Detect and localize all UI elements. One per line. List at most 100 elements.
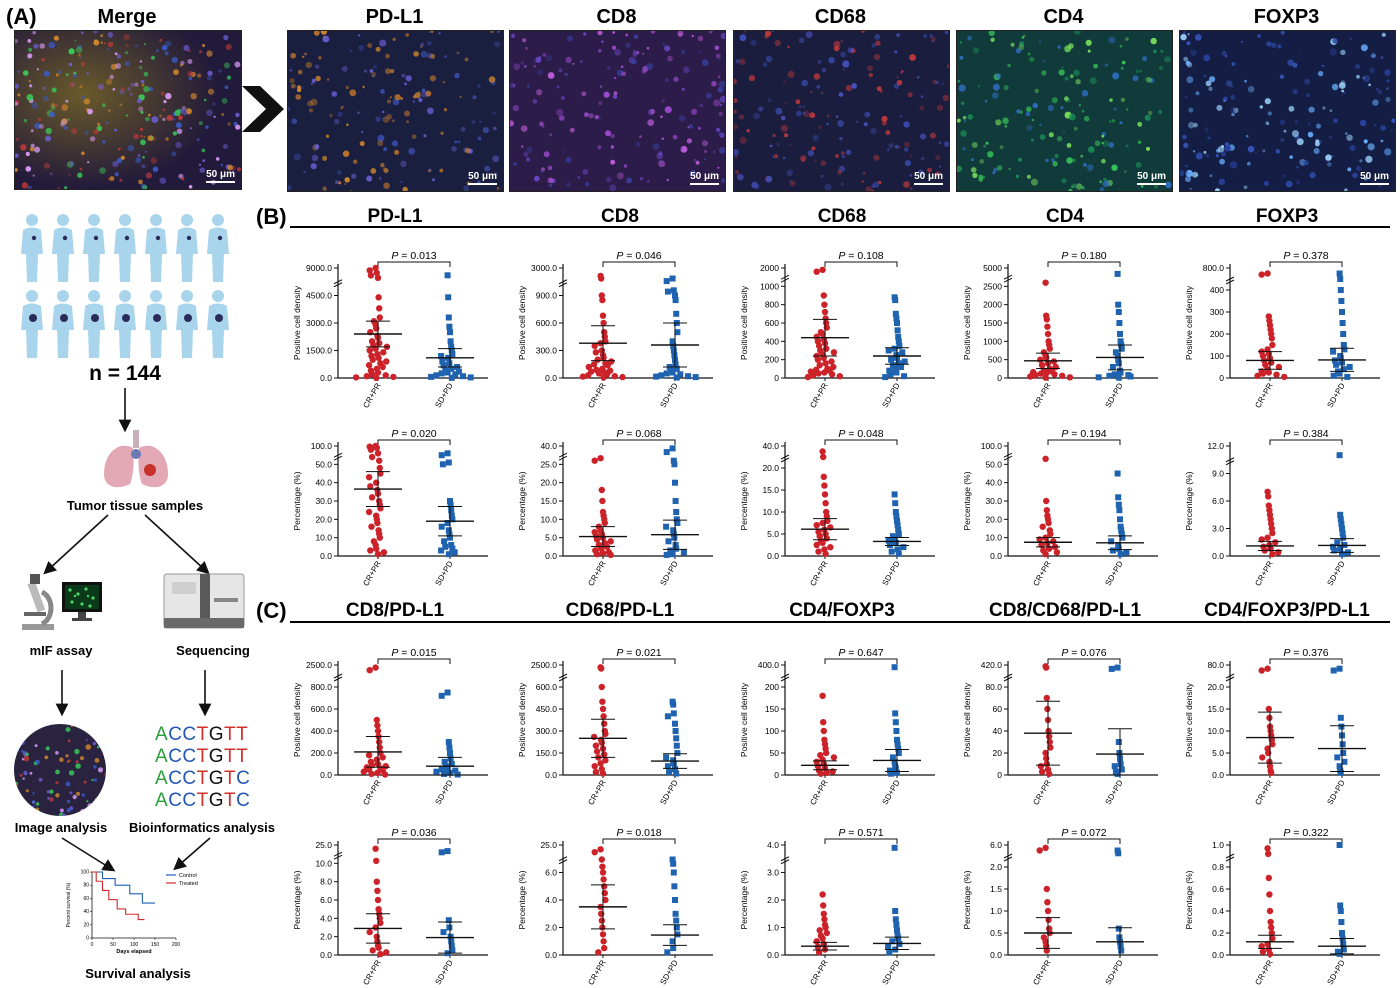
data-point-cr-pr bbox=[815, 949, 823, 956]
data-point-cr-pr bbox=[820, 727, 827, 735]
data-point-cr-pr bbox=[813, 938, 820, 945]
data-point-cr-pr bbox=[602, 730, 609, 738]
y-tick-label: 400.0 bbox=[758, 660, 780, 670]
data-point-cr-pr bbox=[1043, 885, 1051, 893]
data-point-sd-pd bbox=[446, 744, 453, 751]
data-point-cr-pr bbox=[598, 739, 605, 746]
scale-bar-1: 50 μm bbox=[690, 171, 719, 185]
data-point-sd-pd bbox=[448, 938, 455, 945]
data-point-sd-pd bbox=[1118, 345, 1125, 352]
significance-bracket bbox=[1047, 261, 1121, 267]
y-tick-label: 12.0 bbox=[1207, 441, 1224, 451]
data-point-cr-pr bbox=[366, 347, 373, 354]
data-point-cr-pr bbox=[1258, 943, 1265, 950]
data-point-sd-pd bbox=[447, 501, 454, 508]
data-point-sd-pd bbox=[673, 365, 680, 372]
significance-bracket bbox=[824, 658, 898, 664]
data-point-cr-pr bbox=[380, 349, 387, 356]
data-point-sd-pd bbox=[885, 943, 892, 950]
chart-section-title: CD4 bbox=[1045, 206, 1084, 227]
km-treated-line bbox=[92, 871, 145, 921]
axis-break bbox=[333, 854, 343, 860]
x-tick-label: CR+PR bbox=[361, 778, 383, 806]
y-tick-label: 50 bbox=[770, 748, 780, 758]
axis-break bbox=[333, 452, 343, 458]
data-point-cr-pr bbox=[375, 354, 382, 361]
data-point-sd-pd bbox=[1108, 538, 1115, 545]
data-point-sd-pd bbox=[433, 372, 440, 379]
data-point-cr-pr bbox=[1273, 371, 1280, 378]
axis-break bbox=[1225, 676, 1235, 682]
data-point-sd-pd bbox=[672, 292, 678, 299]
p-value-label: P = 0.194 bbox=[1061, 428, 1106, 440]
y-axis-label: Positive cell density bbox=[1184, 682, 1194, 757]
data-point-cr-pr bbox=[376, 464, 383, 472]
significance-bracket bbox=[377, 658, 451, 664]
data-point-cr-pr bbox=[1044, 899, 1051, 906]
data-point-sd-pd bbox=[1336, 763, 1343, 770]
data-point-cr-pr bbox=[597, 455, 604, 462]
data-point-sd-pd bbox=[1114, 770, 1121, 777]
data-point-cr-pr bbox=[819, 448, 826, 455]
data-point-cr-pr bbox=[1037, 763, 1045, 770]
p-value-label: P = 0.571 bbox=[838, 827, 883, 839]
data-point-cr-pr bbox=[816, 927, 823, 934]
data-point-sd-pd bbox=[1117, 551, 1124, 558]
data-point-sd-pd bbox=[663, 551, 670, 558]
significance-bracket bbox=[824, 439, 898, 445]
data-point-sd-pd bbox=[892, 365, 899, 372]
tissue-label: Tumor tissue samples bbox=[66, 498, 204, 513]
y-tick-label: 1000 bbox=[983, 336, 1002, 346]
data-point-cr-pr bbox=[381, 771, 389, 778]
data-point-cr-pr bbox=[820, 453, 827, 461]
data-point-sd-pd bbox=[891, 535, 898, 542]
significance-bracket bbox=[1047, 439, 1121, 445]
data-point-sd-pd bbox=[1340, 941, 1347, 947]
data-point-cr-pr bbox=[379, 754, 386, 761]
data-point-sd-pd bbox=[886, 367, 893, 374]
data-point-cr-pr bbox=[1268, 924, 1275, 931]
data-point-sd-pd bbox=[894, 769, 900, 776]
scatter-chart: 0 500 1000 1500 2000 2500 5000 Positive cell de… bbox=[962, 250, 1158, 410]
data-point-cr-pr bbox=[366, 267, 373, 274]
data-point-cr-pr bbox=[1258, 271, 1265, 278]
y-tick-label: 0.6 bbox=[1212, 884, 1224, 894]
data-point-cr-pr bbox=[602, 757, 609, 764]
data-point-cr-pr bbox=[813, 268, 820, 275]
data-point-sd-pd bbox=[449, 516, 456, 523]
x-tick-label: CR+PR bbox=[1253, 559, 1275, 587]
data-point-sd-pd bbox=[1337, 516, 1344, 523]
data-point-cr-pr bbox=[819, 266, 826, 273]
data-point-cr-pr bbox=[821, 369, 828, 376]
y-tick-label: 2500.0 bbox=[306, 660, 332, 670]
data-point-sd-pd bbox=[891, 844, 898, 851]
data-point-cr-pr bbox=[619, 373, 626, 381]
y-tick-label: 600.0 bbox=[311, 704, 333, 714]
p-value-label: P = 0.647 bbox=[838, 647, 883, 659]
data-point-cr-pr bbox=[1027, 373, 1034, 380]
data-point-sd-pd bbox=[895, 526, 902, 533]
y-tick-label: 2500.0 bbox=[531, 660, 557, 670]
x-tick-label: SD+PD bbox=[880, 958, 901, 986]
data-point-sd-pd bbox=[1336, 665, 1343, 672]
x-tick-label: CR+PR bbox=[1031, 381, 1053, 409]
data-point-cr-pr bbox=[823, 929, 830, 937]
data-point-cr-pr bbox=[1264, 270, 1271, 277]
data-point-cr-pr bbox=[599, 924, 606, 931]
y-tick-label: 4.0 bbox=[320, 913, 332, 923]
chart-section-title: CD4/FOXP3 bbox=[789, 600, 895, 621]
data-point-cr-pr bbox=[1044, 705, 1051, 713]
y-tick-label: 0.2 bbox=[1212, 928, 1224, 938]
data-point-cr-pr bbox=[819, 935, 826, 942]
data-point-sd-pd bbox=[440, 929, 447, 936]
axis-break bbox=[780, 856, 790, 862]
data-point-cr-pr bbox=[600, 374, 607, 381]
data-point-sd-pd bbox=[1117, 523, 1124, 530]
image-analysis-label: Image analysis bbox=[14, 820, 108, 835]
y-tick-label: 20.0 bbox=[1207, 682, 1224, 692]
data-point-cr-pr bbox=[374, 769, 381, 776]
data-point-sd-pd bbox=[898, 364, 905, 370]
person-icon bbox=[145, 214, 167, 282]
scatter-chart: 0.0 5.0 10.0 15.0 20.0 80.0 Positive cell dens… bbox=[1184, 647, 1380, 807]
data-point-sd-pd bbox=[671, 534, 678, 541]
